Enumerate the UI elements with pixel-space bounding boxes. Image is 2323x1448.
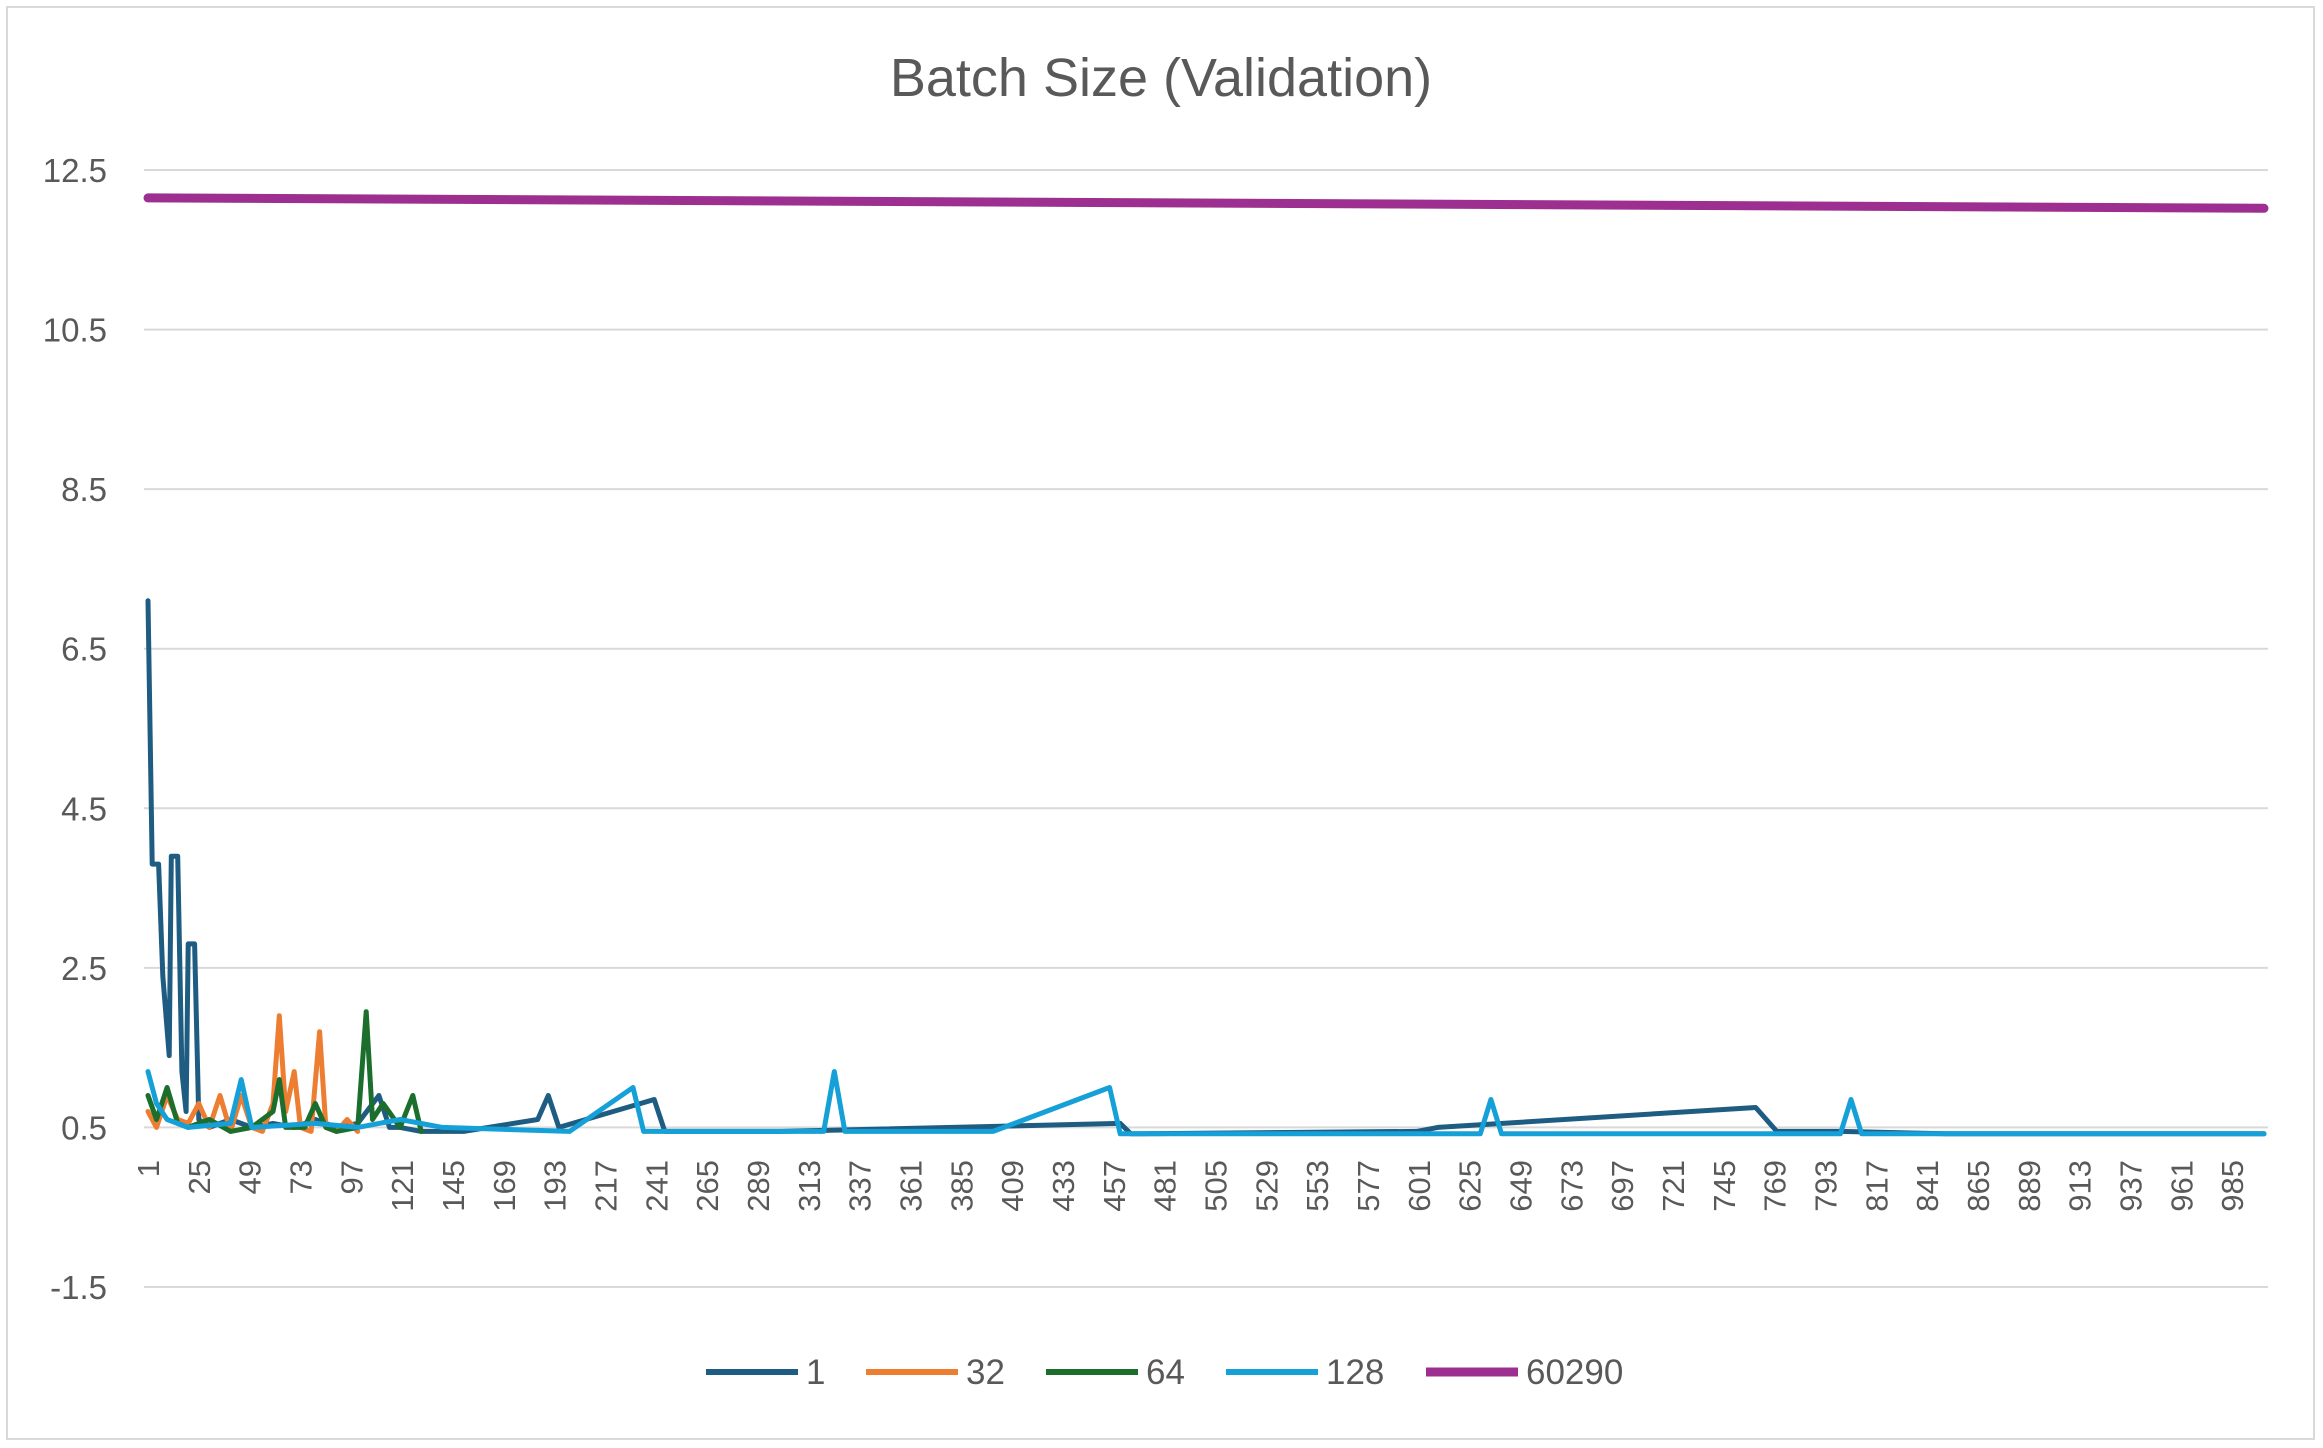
y-tick-label: 10.5 bbox=[43, 312, 107, 349]
y-axis: 12.5 10.5 8.5 6.5 4.5 2.5 0.5 -1.5 bbox=[43, 152, 107, 1306]
y-tick-label: 0.5 bbox=[61, 1109, 107, 1146]
x-tick-label: 145 bbox=[436, 1160, 471, 1212]
x-tick-label: 265 bbox=[690, 1160, 725, 1212]
x-tick-label: 73 bbox=[284, 1160, 319, 1194]
plot-area bbox=[143, 193, 2269, 1137]
x-tick-label: 433 bbox=[1046, 1160, 1081, 1212]
legend-label-128: 128 bbox=[1326, 1353, 1384, 1392]
x-tick-label: 985 bbox=[2215, 1160, 2250, 1212]
series-line-32 bbox=[145, 1013, 361, 1134]
x-tick-label: 673 bbox=[1554, 1160, 1589, 1212]
x-tick-label: 121 bbox=[385, 1160, 420, 1212]
x-tick-label: 625 bbox=[1453, 1160, 1488, 1212]
y-tick-label: 12.5 bbox=[43, 152, 107, 189]
x-tick-label: 337 bbox=[843, 1160, 878, 1212]
x-tick-label: 49 bbox=[233, 1160, 268, 1194]
x-tick-label: 1 bbox=[131, 1160, 166, 1177]
chart-title: Batch Size (Validation) bbox=[890, 48, 1432, 108]
y-tick-label: 6.5 bbox=[61, 631, 107, 668]
x-tick-label: 505 bbox=[1199, 1160, 1234, 1212]
x-tick-label: 193 bbox=[538, 1160, 573, 1212]
grid-layer bbox=[144, 169, 2268, 1288]
x-tick-label: 361 bbox=[894, 1160, 929, 1212]
x-tick-label: 385 bbox=[944, 1160, 979, 1212]
x-tick-label: 169 bbox=[487, 1160, 522, 1212]
x-tick-label: 553 bbox=[1300, 1160, 1335, 1212]
x-tick-label: 241 bbox=[639, 1160, 674, 1212]
y-tick-label: 4.5 bbox=[61, 790, 107, 827]
legend-label-60290: 60290 bbox=[1526, 1353, 1623, 1392]
x-tick-label: 601 bbox=[1402, 1160, 1437, 1212]
y-tick-label: 2.5 bbox=[61, 950, 107, 987]
x-tick-label: 913 bbox=[2063, 1160, 2098, 1212]
x-tick-label: 409 bbox=[995, 1160, 1030, 1212]
x-axis: 1 25 49 73 97 121 145 169 193 217 241 265 289 313 337 3… bbox=[131, 1160, 2250, 1212]
x-tick-label: 25 bbox=[182, 1160, 217, 1194]
x-tick-label: 745 bbox=[1707, 1160, 1742, 1212]
x-tick-label: 865 bbox=[1961, 1160, 1996, 1212]
series-line-1 bbox=[145, 598, 2267, 1137]
x-tick-label: 289 bbox=[741, 1160, 776, 1212]
x-tick-label: 817 bbox=[1859, 1160, 1894, 1212]
x-tick-label: 457 bbox=[1097, 1160, 1132, 1212]
x-tick-label: 721 bbox=[1656, 1160, 1691, 1212]
x-tick-label: 217 bbox=[589, 1160, 624, 1212]
x-tick-label: 529 bbox=[1249, 1160, 1284, 1212]
y-tick-label: 8.5 bbox=[61, 471, 107, 508]
chart-frame bbox=[6, 6, 2315, 1440]
x-tick-label: 769 bbox=[1758, 1160, 1793, 1212]
x-tick-label: 841 bbox=[1910, 1160, 1945, 1212]
x-tick-label: 481 bbox=[1148, 1160, 1183, 1212]
x-tick-label: 577 bbox=[1351, 1160, 1386, 1212]
legend: 1 32 64 128 60290 bbox=[706, 1353, 1623, 1392]
x-tick-label: 649 bbox=[1504, 1160, 1539, 1212]
legend-label-64: 64 bbox=[1146, 1353, 1185, 1392]
legend-label-32: 32 bbox=[966, 1353, 1005, 1392]
x-tick-label: 889 bbox=[2012, 1160, 2047, 1212]
x-tick-label: 961 bbox=[2164, 1160, 2199, 1212]
y-tick-label: -1.5 bbox=[50, 1269, 107, 1306]
x-tick-label: 793 bbox=[1809, 1160, 1844, 1212]
x-tick-label: 97 bbox=[334, 1160, 369, 1194]
legend-label-1: 1 bbox=[806, 1353, 825, 1392]
series-line-128 bbox=[145, 1069, 2267, 1137]
x-tick-label: 697 bbox=[1605, 1160, 1640, 1212]
series-line-60290 bbox=[143, 193, 2269, 213]
x-tick-label: 937 bbox=[2114, 1160, 2149, 1212]
x-tick-label: 313 bbox=[792, 1160, 827, 1212]
